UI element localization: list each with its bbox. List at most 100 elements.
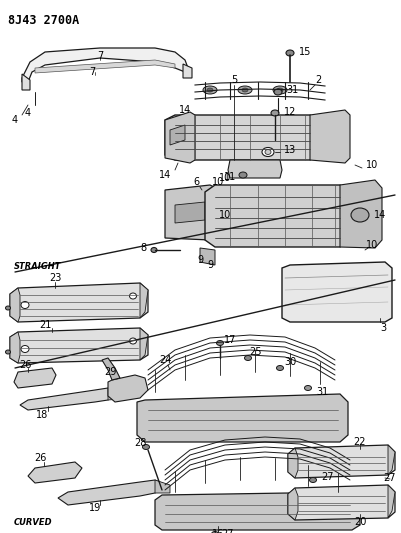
Polygon shape — [28, 462, 82, 483]
Ellipse shape — [6, 350, 10, 354]
Text: 3: 3 — [380, 323, 386, 333]
Ellipse shape — [274, 89, 282, 95]
Polygon shape — [140, 283, 148, 318]
Ellipse shape — [286, 50, 294, 56]
Text: 15: 15 — [299, 47, 311, 57]
Text: 17: 17 — [224, 335, 236, 345]
Polygon shape — [200, 248, 215, 265]
Text: 26: 26 — [19, 360, 31, 370]
Text: 14: 14 — [374, 210, 386, 220]
Text: 9: 9 — [197, 255, 203, 265]
Text: 20: 20 — [354, 517, 366, 527]
Text: 22: 22 — [354, 437, 366, 447]
Text: 10: 10 — [366, 240, 378, 250]
Polygon shape — [155, 480, 170, 493]
Polygon shape — [10, 332, 20, 363]
Text: 29: 29 — [104, 367, 116, 377]
Polygon shape — [10, 288, 20, 322]
Text: 12: 12 — [284, 107, 296, 117]
Polygon shape — [288, 488, 298, 520]
Ellipse shape — [242, 88, 248, 92]
Polygon shape — [155, 492, 360, 530]
Text: 16: 16 — [212, 529, 224, 533]
Text: 28: 28 — [134, 438, 146, 448]
Ellipse shape — [21, 345, 29, 352]
Text: 4: 4 — [12, 115, 18, 125]
Text: 10: 10 — [212, 177, 224, 187]
Polygon shape — [10, 283, 148, 322]
Polygon shape — [340, 180, 382, 248]
Text: STRAIGHT: STRAIGHT — [14, 262, 61, 271]
Ellipse shape — [277, 366, 284, 370]
Polygon shape — [102, 358, 120, 380]
Text: 6: 6 — [193, 177, 199, 187]
Ellipse shape — [271, 110, 279, 116]
Ellipse shape — [238, 86, 252, 94]
Polygon shape — [165, 112, 195, 163]
Text: 7: 7 — [89, 67, 95, 77]
Text: 8: 8 — [140, 243, 146, 253]
Polygon shape — [170, 125, 185, 145]
Polygon shape — [288, 445, 395, 478]
Text: 7: 7 — [97, 51, 103, 61]
Ellipse shape — [217, 341, 223, 345]
Polygon shape — [137, 394, 348, 442]
Polygon shape — [108, 388, 120, 400]
Text: 10: 10 — [366, 160, 378, 170]
Polygon shape — [388, 445, 395, 475]
Text: 26: 26 — [34, 453, 46, 463]
Polygon shape — [205, 185, 350, 247]
Ellipse shape — [207, 88, 213, 92]
Polygon shape — [165, 115, 320, 160]
Text: 9: 9 — [207, 260, 213, 270]
Text: 14: 14 — [179, 105, 191, 115]
Ellipse shape — [151, 247, 157, 253]
Ellipse shape — [273, 86, 287, 94]
Text: 2: 2 — [315, 75, 321, 85]
Text: 24: 24 — [159, 355, 171, 365]
Text: 14: 14 — [159, 170, 171, 180]
Ellipse shape — [211, 531, 219, 533]
Text: 27: 27 — [222, 529, 234, 533]
Text: 5: 5 — [231, 75, 237, 85]
Ellipse shape — [245, 356, 251, 360]
Ellipse shape — [6, 306, 10, 310]
Text: 10: 10 — [219, 210, 231, 220]
Text: CURVED: CURVED — [14, 518, 53, 527]
Text: 19: 19 — [89, 503, 101, 513]
Text: 30: 30 — [284, 357, 296, 367]
Polygon shape — [58, 480, 168, 505]
Text: 31: 31 — [316, 387, 328, 397]
Ellipse shape — [265, 149, 271, 155]
Polygon shape — [10, 328, 148, 363]
Ellipse shape — [130, 293, 136, 299]
Ellipse shape — [262, 148, 274, 157]
Ellipse shape — [203, 86, 217, 94]
Ellipse shape — [21, 302, 29, 309]
Text: 13: 13 — [284, 145, 296, 155]
Text: 11: 11 — [224, 172, 236, 182]
Polygon shape — [140, 328, 148, 360]
Polygon shape — [108, 375, 148, 402]
Text: 25: 25 — [249, 347, 261, 357]
Ellipse shape — [277, 88, 283, 92]
Polygon shape — [288, 485, 395, 520]
Polygon shape — [22, 48, 188, 82]
Text: 31: 31 — [286, 85, 298, 95]
Ellipse shape — [351, 208, 369, 222]
Text: 18: 18 — [36, 410, 48, 420]
Ellipse shape — [310, 478, 316, 482]
Ellipse shape — [304, 385, 312, 391]
Text: 21: 21 — [39, 320, 51, 330]
Polygon shape — [35, 60, 175, 73]
Polygon shape — [388, 485, 395, 518]
Text: 10: 10 — [219, 173, 231, 183]
Polygon shape — [175, 202, 205, 223]
Ellipse shape — [239, 172, 247, 178]
Text: 8J43 2700A: 8J43 2700A — [8, 14, 79, 27]
Polygon shape — [282, 262, 392, 322]
Polygon shape — [228, 160, 282, 178]
Polygon shape — [14, 368, 56, 388]
Polygon shape — [288, 448, 298, 478]
Polygon shape — [20, 388, 118, 410]
